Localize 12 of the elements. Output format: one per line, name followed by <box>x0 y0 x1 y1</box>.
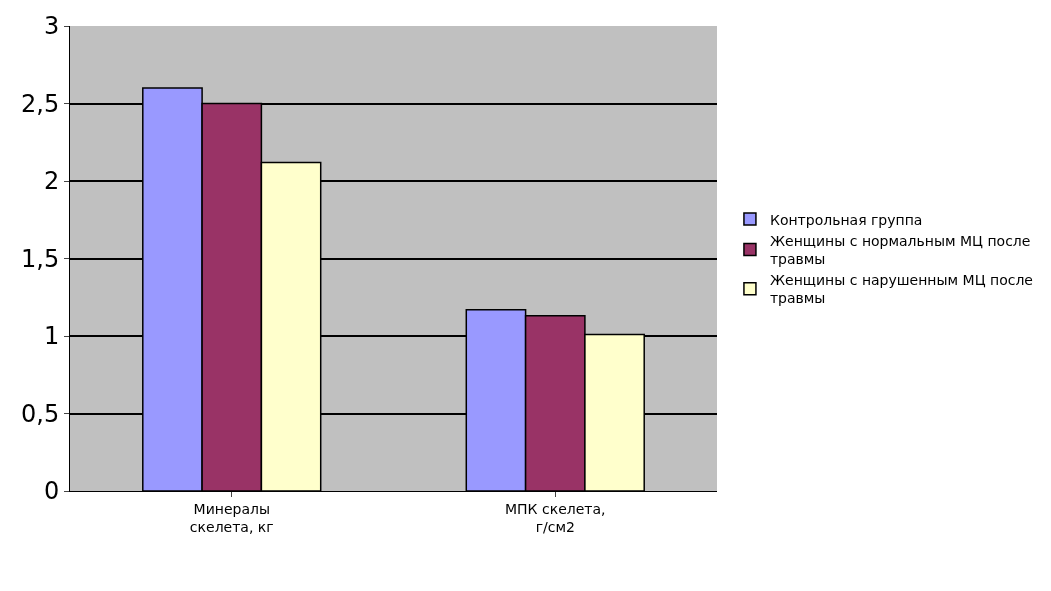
y-tick-label: 0,5 <box>21 399 60 428</box>
legend-label: Женщины с нормальным МЦ после травмы <box>769 232 1031 267</box>
y-tick-label: 0 <box>43 477 60 506</box>
y-tick-label: 3 <box>43 12 60 41</box>
x-tick-label: Минералы скелета, кг <box>189 500 274 535</box>
legend-label: Женщины с нарушенным МЦ после травмы <box>769 272 1033 307</box>
y-tick-label: 1,5 <box>21 244 60 273</box>
y-tick-label: 2,5 <box>21 89 60 118</box>
y-tick-label: 1 <box>43 322 60 351</box>
x-tick-label: МПК скелета, г/см2 <box>504 500 606 535</box>
legend-label: Контрольная группа <box>769 211 923 228</box>
y-tick-label: 2 <box>43 167 60 196</box>
